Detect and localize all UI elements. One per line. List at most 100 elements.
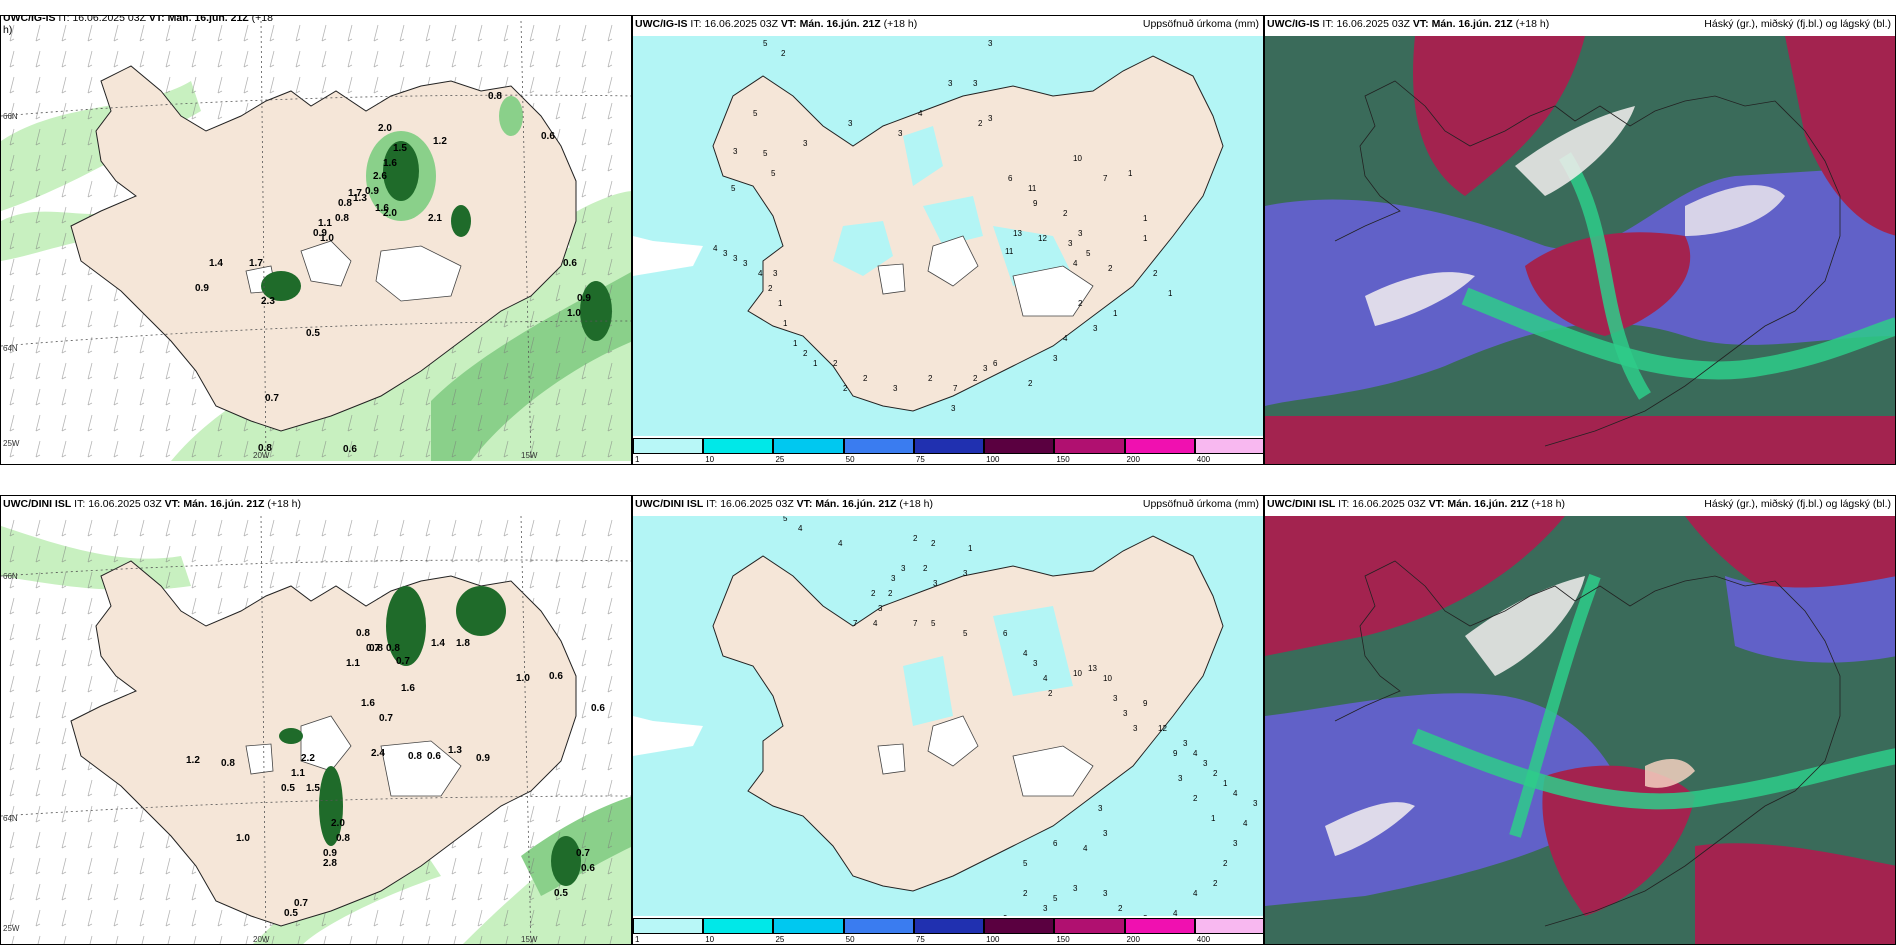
map-value: 4: [1063, 334, 1068, 343]
legend-label: 10: [705, 935, 715, 944]
map-value: 0.9: [365, 186, 379, 197]
map-value: 0.8: [221, 758, 235, 769]
map-value: 3: [1233, 839, 1238, 848]
map-value: 1: [1223, 779, 1228, 788]
cloud-green: [1461, 287, 1895, 380]
map-value: 3: [1033, 659, 1038, 668]
map-value: 2.8: [323, 858, 337, 869]
cloud-map: [1265, 516, 1895, 944]
map-value: 2: [913, 534, 918, 543]
map-value: 3: [1043, 904, 1048, 913]
legend-label: 200: [1126, 455, 1140, 464]
panel-title: UWC/DINI ISL IT: 16.06.2025 03Z VT: Mán.…: [3, 498, 301, 510]
map-value: 1: [778, 299, 783, 308]
precip-cell: [551, 836, 581, 886]
vt-label: VT:: [164, 498, 181, 510]
map-value: 0.7: [294, 898, 308, 909]
accum-label: Uppsöfnuð úrkoma (mm): [1142, 18, 1259, 30]
lat-label: 66N: [3, 572, 18, 581]
legend-label: 400: [1196, 455, 1211, 464]
map-value: 0.8: [258, 443, 272, 454]
legend-label: 200: [1126, 935, 1140, 944]
legend-label: 75: [915, 455, 925, 464]
map-value: 2: [781, 49, 786, 58]
accum-patch: [903, 656, 953, 726]
map-value: 2.0: [378, 123, 392, 134]
map-value: 5: [1053, 894, 1058, 903]
panel-dini-precip-wind[interactable]: UWC/DINI ISL IT: 16.06.2025 03Z VT: Mán.…: [0, 495, 632, 945]
accum-label: Uppsöfnuð úrkoma (mm): [1142, 498, 1259, 510]
map-value: 1.7: [348, 188, 362, 199]
precip-values: 0.80.71.10.8 0.80.71.61.4 1.81.0 0.60.61.60…: [186, 628, 605, 919]
map-value: 1: [783, 319, 788, 328]
map-value: 2: [1078, 299, 1083, 308]
map-value: 3: [1073, 884, 1078, 893]
map-value: 2: [1153, 269, 1158, 278]
precip-cell: [499, 96, 523, 136]
legend-label: 150: [1056, 455, 1070, 464]
it-value: 16.06.2025 03Z: [720, 498, 794, 510]
cloud-green: [1412, 728, 1895, 810]
glacier: [380, 740, 462, 797]
legend-swatch: [633, 918, 704, 934]
map-value: 3: [1053, 354, 1058, 363]
panel-title: UWC/DINI ISL IT: 16.06.2025 03Z VT: Mán.…: [635, 498, 933, 510]
it-label: IT:: [1322, 18, 1334, 30]
legend-swatch: [1124, 918, 1195, 934]
map-value: 1.5: [393, 143, 407, 154]
map-value: 10: [1073, 669, 1082, 678]
panel-dini-accum[interactable]: UWC/DINI ISL IT: 16.06.2025 03Z VT: Mán.…: [632, 495, 1264, 945]
legend-swatch: [913, 438, 985, 454]
cloud-label: Háský (gr.), miðský (fj.bl.) og lágský (…: [1704, 498, 1891, 510]
map-value: 4: [1073, 259, 1078, 268]
map-value: 0.6: [549, 671, 563, 682]
map-value: 1: [1128, 169, 1133, 178]
legend-label: 50: [845, 935, 855, 944]
legend-swatch: [984, 918, 1055, 934]
cloud-white: [1685, 185, 1785, 236]
map-value: 2: [1223, 859, 1228, 868]
map-value: 1.6: [361, 698, 375, 709]
glacier: [300, 715, 352, 772]
accum-legend: 1 10 25 50 75 100 150 200 400: [633, 434, 1263, 464]
cloud-mid: [1725, 576, 1895, 663]
map-value: 1.0: [320, 233, 334, 244]
map-value: 2: [843, 384, 848, 393]
map-value: 10: [1103, 674, 1112, 683]
legend-label: 400: [1196, 935, 1211, 944]
lon-label: 15W: [521, 451, 538, 460]
map-value: 13: [1013, 229, 1022, 238]
map-value: 1: [1143, 214, 1148, 223]
vt-label: VT:: [1428, 498, 1445, 510]
map-value: 1: [813, 359, 818, 368]
land-outline: [1334, 560, 1841, 927]
map-value: 1: [793, 339, 798, 348]
map-value: 3: [1178, 774, 1183, 783]
glacier: [300, 240, 352, 287]
panel-ig-precip-wind[interactable]: UWC/IG-IS IT: 16.06.2025 03Z VT: Mán. 16…: [0, 15, 632, 465]
map-value: 2: [923, 564, 928, 573]
panel-dini-cloud[interactable]: UWC/DINI ISL IT: 16.06.2025 03Z VT: Mán.…: [1264, 495, 1896, 945]
lead-time: (+18 h): [899, 498, 933, 510]
map-value: 2.1: [428, 213, 442, 224]
map-value: 5: [763, 149, 768, 158]
cloud-white: [1515, 106, 1635, 196]
map-value: 1.0: [236, 833, 250, 844]
map-value: 12: [1158, 724, 1167, 733]
model-name: UWC/IG-IS: [635, 18, 688, 30]
accum-patch: [833, 221, 893, 276]
lead-time: (+18 h): [1531, 498, 1565, 510]
map-value: 0.8: [369, 643, 383, 654]
map-value: 5: [763, 39, 768, 48]
map-value: 3: [988, 114, 993, 123]
map-value: 3: [1183, 739, 1188, 748]
panel-ig-accum[interactable]: UWC/IG-IS IT: 16.06.2025 03Z VT: Mán. 16…: [632, 15, 1264, 465]
glacier: [877, 263, 906, 295]
lon-label: 20W: [253, 451, 270, 460]
legend-label: 100: [986, 935, 1000, 944]
map-value: 0.8: [408, 751, 422, 762]
map-value: 3: [891, 574, 896, 583]
panel-ig-cloud[interactable]: UWC/IG-IS IT: 16.06.2025 03Z VT: Mán. 16…: [1264, 15, 1896, 465]
map-value: 2: [1118, 904, 1123, 913]
